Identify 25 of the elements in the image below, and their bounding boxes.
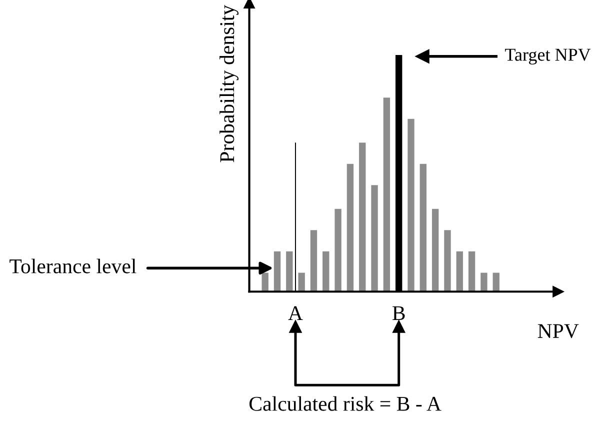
- bar: [420, 164, 427, 292]
- bar: [274, 251, 281, 292]
- bar: [310, 230, 318, 292]
- text: Tolerance level: [10, 258, 136, 274]
- bar: [492, 272, 500, 292]
- y-axis-title: Probability density: [220, 4, 238, 162]
- bar: [468, 251, 476, 292]
- bar: [298, 272, 305, 292]
- bar: [286, 251, 293, 292]
- bar: [432, 208, 439, 292]
- text: Target NPV: [505, 48, 591, 65]
- bar: [444, 230, 451, 292]
- x-axis-title: NPV: [538, 324, 579, 338]
- x-tick-label: A: [288, 306, 303, 320]
- bar: [322, 251, 330, 292]
- bar: [383, 98, 390, 292]
- x-tick-label: B: [392, 306, 405, 320]
- bar: [359, 142, 366, 292]
- bar: [456, 251, 463, 292]
- text: Calculated risk = B - A: [249, 396, 442, 411]
- bar: [334, 208, 342, 292]
- bar: [408, 118, 414, 292]
- bar: [480, 272, 488, 292]
- bar: [346, 164, 354, 292]
- bar: [371, 185, 378, 292]
